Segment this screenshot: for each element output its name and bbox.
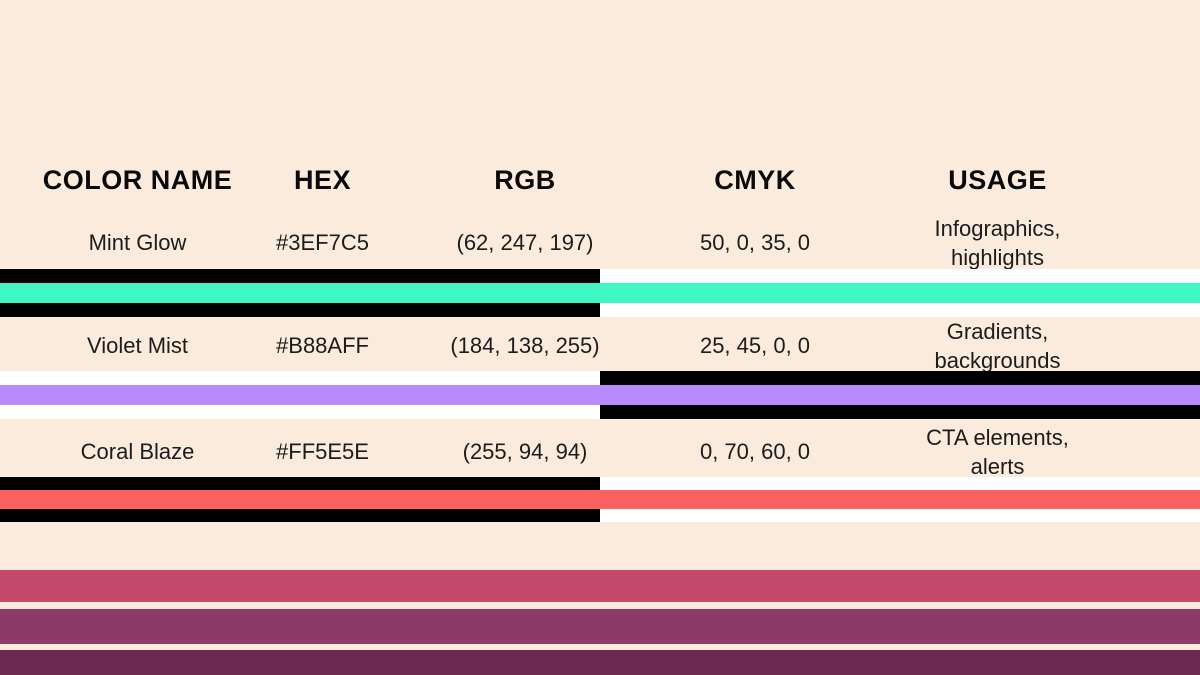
cmyk-value: 0, 70, 60, 0 [699, 439, 811, 464]
header-cmyk: CMYK [714, 164, 796, 195]
coral-accent-bar-bottom [0, 509, 1200, 522]
rgb-value: (255, 94, 94) [462, 439, 588, 464]
color-name-value: Mint Glow [88, 230, 187, 255]
table-row-violet-mist: Violet Mist #B88AFF (184, 138, 255) 25, … [20, 317, 1145, 375]
footer-bar-rose [0, 570, 1200, 602]
usage-value: Infographics, highlights [934, 216, 1061, 270]
header-hex: HEX [293, 164, 352, 195]
usage-value: Gradients, backgrounds [934, 319, 1061, 373]
violet-accent-bar-bottom [0, 405, 1200, 419]
table-row-coral-blaze: Coral Blaze #FF5E5E (255, 94, 94) 0, 70,… [20, 423, 1145, 481]
mint-accent-bar-bottom [0, 303, 1200, 317]
color-name-value: Violet Mist [86, 333, 189, 358]
header-usage: USAGE [948, 164, 1047, 195]
mint-accent-bar-top [0, 269, 1200, 283]
mint-color-stripe [0, 283, 1200, 303]
hex-value: #3EF7C5 [276, 230, 369, 255]
cmyk-value: 50, 0, 35, 0 [699, 230, 811, 255]
usage-value: CTA elements, alerts [926, 425, 1069, 479]
footer-bar-plum [0, 609, 1200, 644]
table-row-mint-glow: Mint Glow #3EF7C5 (62, 247, 197) 50, 0, … [20, 214, 1145, 272]
rgb-value: (62, 247, 197) [456, 230, 594, 255]
footer-bar-dark-plum [0, 650, 1200, 675]
color-name-value: Coral Blaze [80, 439, 195, 464]
cmyk-value: 25, 45, 0, 0 [699, 333, 811, 358]
hex-value: #B88AFF [276, 333, 369, 358]
violet-accent-bar-top [0, 371, 1200, 385]
header-color-name: COLOR NAME [42, 164, 233, 195]
rgb-value: (184, 138, 255) [450, 333, 600, 358]
table-header: COLOR NAME HEX RGB CMYK USAGE [20, 160, 1145, 200]
coral-accent-bar-top [0, 477, 1200, 490]
hex-value: #FF5E5E [276, 439, 369, 464]
violet-color-stripe [0, 385, 1200, 405]
header-rgb: RGB [494, 164, 556, 195]
coral-color-stripe [0, 490, 1200, 509]
